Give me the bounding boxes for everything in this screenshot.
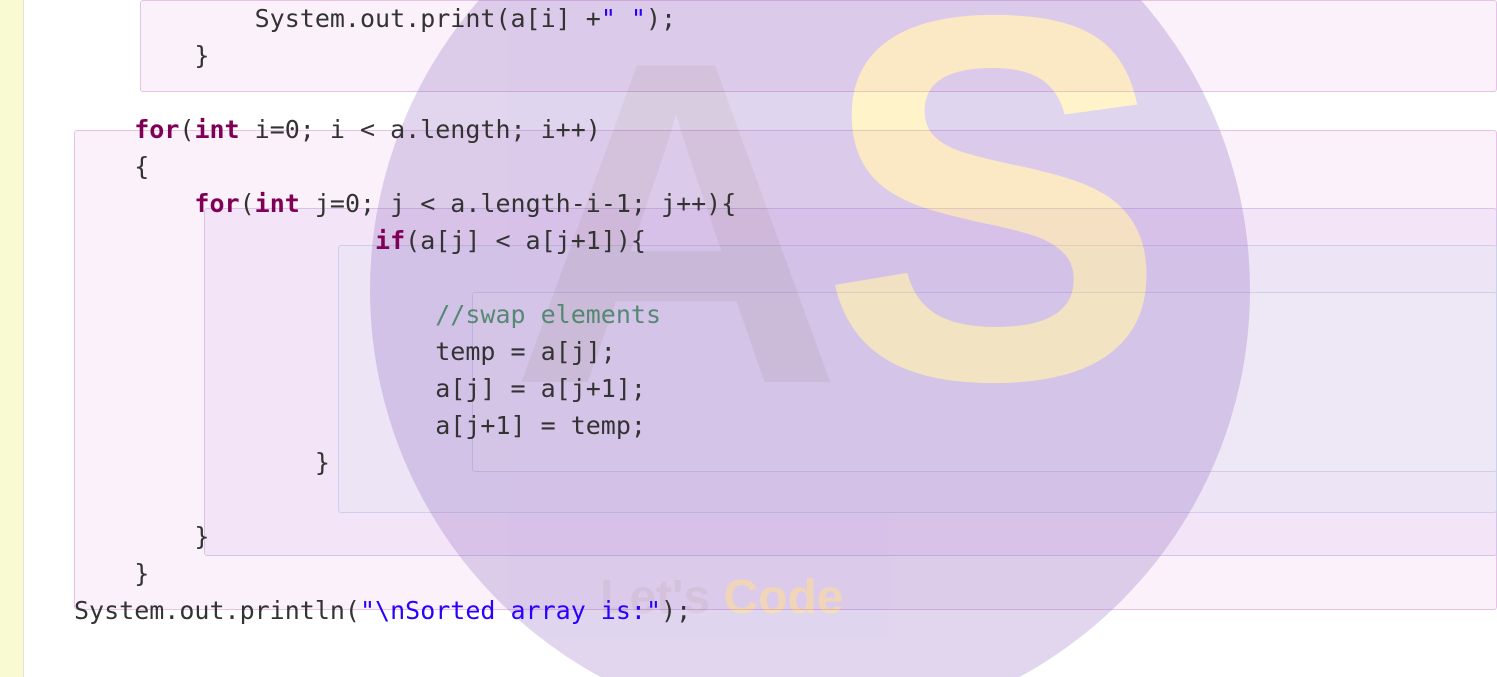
code-line[interactable]: if(a[j] < a[j+1]){ bbox=[24, 222, 1497, 259]
code-token: ( bbox=[240, 189, 255, 218]
code-token: int bbox=[255, 189, 300, 218]
code-token: } bbox=[194, 41, 209, 70]
code-token: int bbox=[194, 115, 239, 144]
code-line[interactable]: a[j] = a[j+1]; bbox=[24, 370, 1497, 407]
code-token: a[j+1] = temp; bbox=[435, 411, 646, 440]
code-line[interactable] bbox=[24, 259, 1497, 296]
code-line[interactable]: for(int j=0; j < a.length-i-1; j++){ bbox=[24, 185, 1497, 222]
code-line[interactable]: //swap elements bbox=[24, 296, 1497, 333]
code-editor[interactable]: System.out.print(a[i] +" "); } for(int i… bbox=[24, 0, 1497, 677]
code-line[interactable]: } bbox=[24, 555, 1497, 592]
code-token: for bbox=[134, 115, 179, 144]
code-token: System.out.print(a[i] + bbox=[255, 4, 601, 33]
code-line[interactable] bbox=[24, 481, 1497, 518]
code-token: j=0; j < a.length-i-1; j++){ bbox=[300, 189, 737, 218]
code-line[interactable]: for(int i=0; i < a.length; i++) bbox=[24, 111, 1497, 148]
code-line[interactable]: } bbox=[24, 444, 1497, 481]
code-line[interactable] bbox=[24, 74, 1497, 111]
code-token: temp = a[j]; bbox=[435, 337, 616, 366]
code-line[interactable]: } bbox=[24, 37, 1497, 74]
code-token: for bbox=[194, 189, 239, 218]
code-token: //swap elements bbox=[435, 300, 661, 329]
code-token: } bbox=[134, 559, 149, 588]
code-line[interactable]: a[j+1] = temp; bbox=[24, 407, 1497, 444]
code-token: { bbox=[134, 152, 149, 181]
code-token: ); bbox=[646, 4, 676, 33]
code-line[interactable]: System.out.print(a[i] +" "); bbox=[24, 0, 1497, 37]
code-line[interactable]: System.out.println("\nSorted array is:")… bbox=[24, 592, 1497, 629]
code-line[interactable]: { bbox=[24, 148, 1497, 185]
code-line[interactable]: temp = a[j]; bbox=[24, 333, 1497, 370]
code-token: "\nSorted array is:" bbox=[360, 596, 661, 625]
code-token: (a[j] < a[j+1]){ bbox=[405, 226, 646, 255]
code-token: ); bbox=[661, 596, 691, 625]
code-token: i=0; i < a.length; i++) bbox=[240, 115, 601, 144]
code-token: System.out.println( bbox=[74, 596, 360, 625]
code-line[interactable]: } bbox=[24, 518, 1497, 555]
code-token: } bbox=[194, 522, 209, 551]
code-token: a[j] = a[j+1]; bbox=[435, 374, 646, 403]
code-token: if bbox=[375, 226, 405, 255]
code-token: ( bbox=[179, 115, 194, 144]
line-gutter bbox=[0, 0, 24, 677]
code-token: " " bbox=[601, 4, 646, 33]
code-token: } bbox=[315, 448, 330, 477]
